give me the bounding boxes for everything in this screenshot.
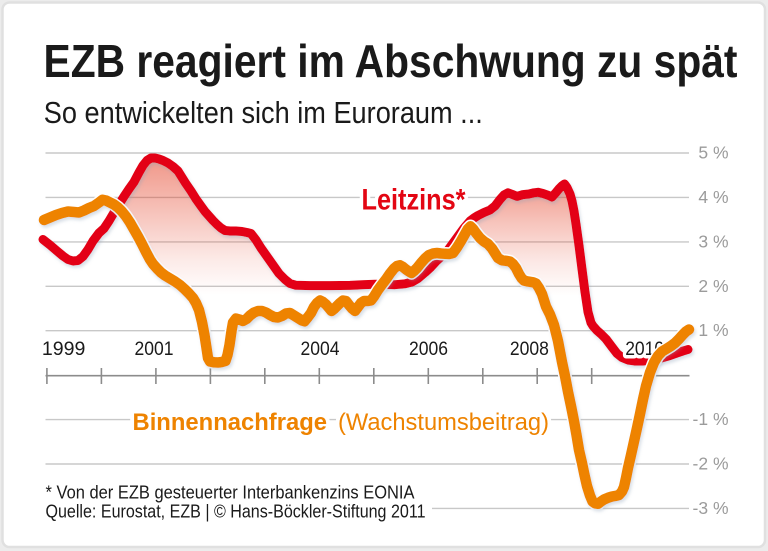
svg-text:4 %: 4 %: [698, 187, 728, 207]
svg-text:2006: 2006: [409, 339, 448, 360]
svg-text:2 %: 2 %: [698, 276, 728, 296]
svg-text:* Von der EZB gesteuerter Inte: * Von der EZB gesteuerter Interbankenzin…: [46, 482, 416, 503]
svg-text:So entwickelten sich im Eurora: So entwickelten sich im Euroraum ...: [44, 95, 483, 130]
svg-text:5 %: 5 %: [698, 143, 728, 163]
svg-text:2004: 2004: [301, 339, 340, 360]
svg-text:Leitzins*: Leitzins*: [362, 184, 466, 217]
svg-text:2008: 2008: [510, 339, 549, 360]
svg-text:-1 %: -1 %: [693, 409, 729, 429]
svg-text:-2 %: -2 %: [693, 454, 729, 474]
svg-text:1 %: 1 %: [698, 320, 728, 340]
svg-text:-3 %: -3 %: [693, 498, 729, 518]
svg-text:3 %: 3 %: [698, 231, 728, 251]
svg-text:1999: 1999: [42, 339, 86, 360]
svg-text:Quelle: Eurostat, EZB | © Hans: Quelle: Eurostat, EZB | © Hans-Böckler-S…: [46, 501, 426, 522]
svg-text:2001: 2001: [135, 339, 174, 360]
svg-text:Binnennachfrage: Binnennachfrage: [133, 409, 328, 436]
svg-text:(Wachstumsbeitrag): (Wachstumsbeitrag): [338, 409, 549, 436]
svg-text:EZB reagiert im Abschwung zu s: EZB reagiert im Abschwung zu spät: [44, 35, 738, 87]
